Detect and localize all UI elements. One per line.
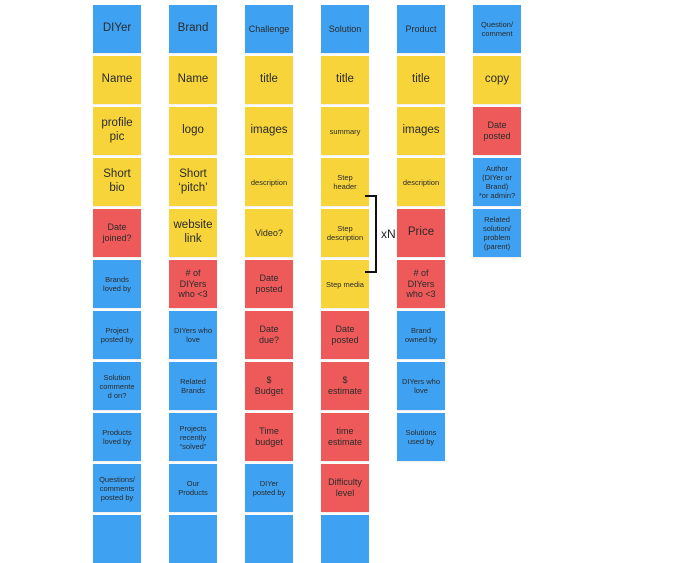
sticky-note: Step header [321,158,369,206]
sticky-note: Questions/ comments posted by [93,464,141,512]
sticky-note: summary [321,107,369,155]
sticky-note: Brand owned by [397,311,445,359]
column-header-note: DIYer [93,5,141,53]
sticky-note: Price [397,209,445,257]
sticky-note: $ estimate [321,362,369,410]
step-repeat-bracket [365,195,377,273]
sticky-note: title [245,56,293,104]
sticky-note: Author (DIYer or Brand) *or admin? [473,158,521,206]
sticky-note: images [245,107,293,155]
sticky-note: Difficulty level [321,464,369,512]
sticky-note: Date due? [245,311,293,359]
sticky-note: Solution commente d on? [93,362,141,410]
sticky-note: Date joined? [93,209,141,257]
sticky-note: Step media [321,260,369,308]
sticky-note: Time budget [245,413,293,461]
sticky-note: Date posted [245,260,293,308]
column-header-note: Challenge [245,5,293,53]
sticky-note: description [245,158,293,206]
sticky-note: DIYer posted by [245,464,293,512]
sticky-note: $ Budget [245,362,293,410]
sticky-note: description [397,158,445,206]
sticky-note: Step description [321,209,369,257]
sticky-note: Date posted [321,311,369,359]
sticky-note: Short bio [93,158,141,206]
sticky-note: Related solution/ problem (parent) [473,209,521,257]
sticky-note: Our Products [169,464,217,512]
sticky-note: Brands loved by [93,260,141,308]
sticky-note: Date posted [473,107,521,155]
sticky-note: profile pic [93,107,141,155]
sticky-note [169,515,217,563]
repeat-label: xN [381,227,396,241]
column-header-note: Product [397,5,445,53]
column-header-note: Brand [169,5,217,53]
sticky-note: # of DIYers who <3 [169,260,217,308]
sticky-note: Products loved by [93,413,141,461]
sticky-note [321,515,369,563]
sticky-note: Projects recently “solved” [169,413,217,461]
sticky-note: Name [93,56,141,104]
sticky-note: Short ‘pitch’ [169,158,217,206]
sticky-note: title [397,56,445,104]
sticky-note: # of DIYers who <3 [397,260,445,308]
sticky-note: Solutions used by [397,413,445,461]
sticky-note: images [397,107,445,155]
sticky-note: Video? [245,209,293,257]
sticky-note: Project posted by [93,311,141,359]
sticky-note: website link [169,209,217,257]
sticky-note [245,515,293,563]
sticky-note: Name [169,56,217,104]
column-header-note: Question/ comment [473,5,521,53]
sticky-note: Related Brands [169,362,217,410]
sticky-note: DIYers who love [397,362,445,410]
sticky-note: logo [169,107,217,155]
column-header-note: Solution [321,5,369,53]
sticky-note: time estimate [321,413,369,461]
sticky-note: title [321,56,369,104]
sticky-note: DIYers who love [169,311,217,359]
sticky-note [93,515,141,563]
sticky-note: copy [473,56,521,104]
